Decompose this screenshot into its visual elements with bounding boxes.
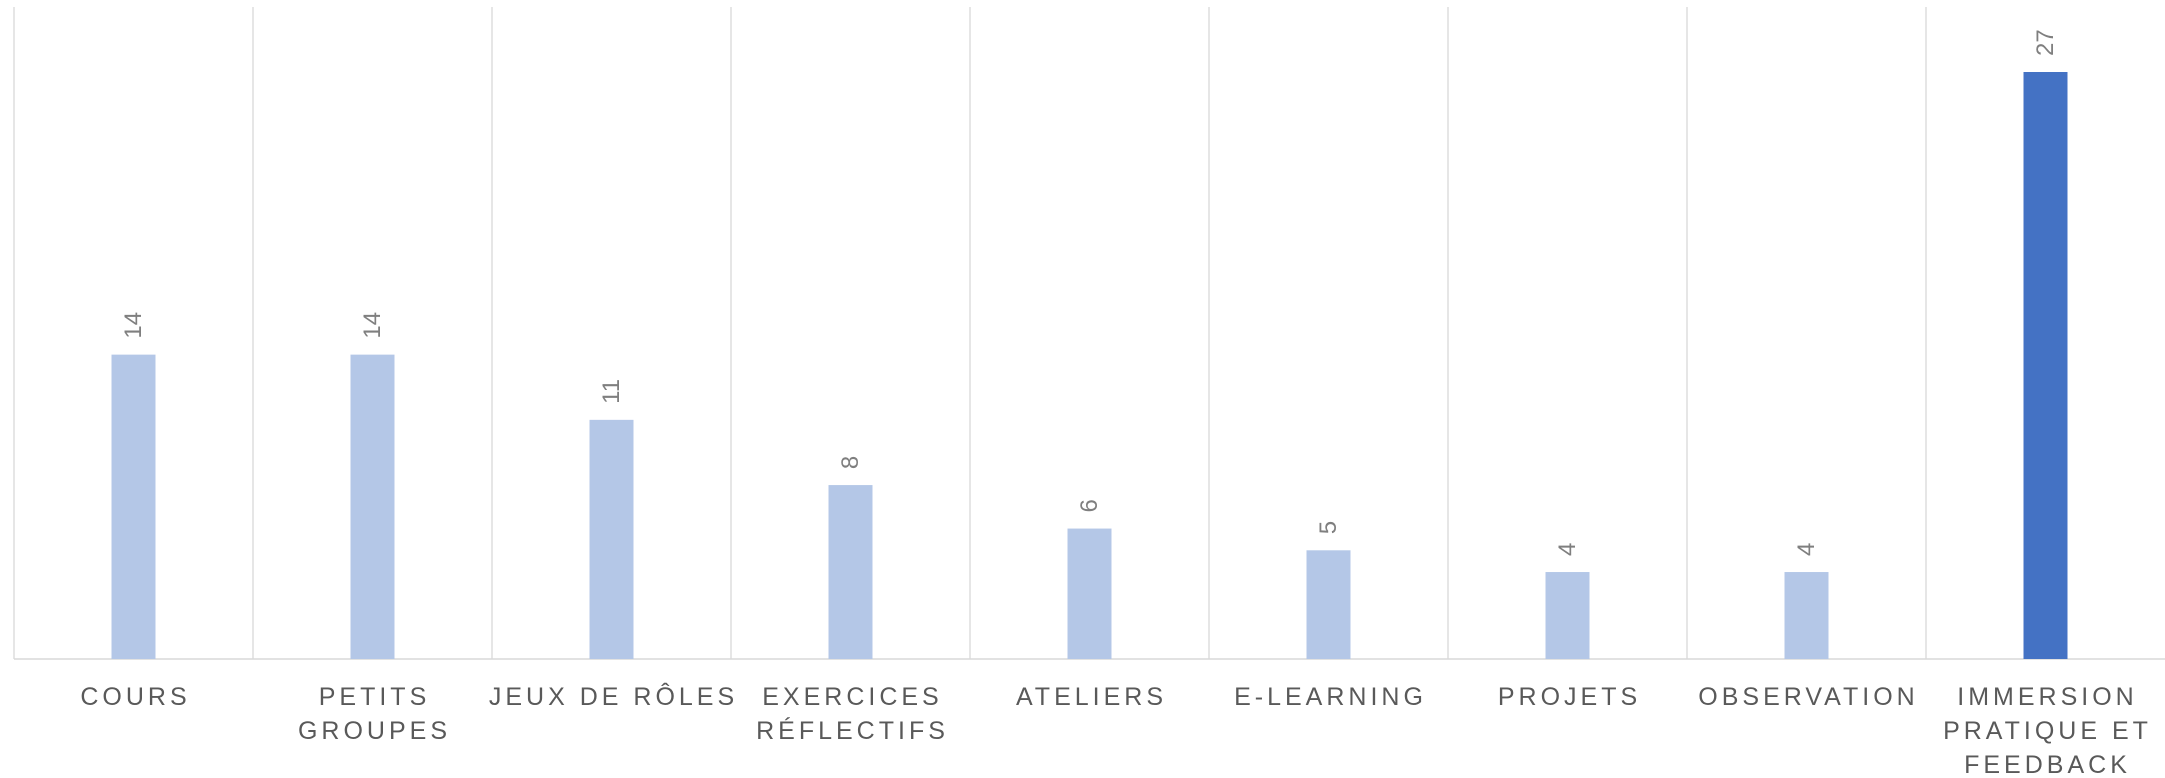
data-label: 5 <box>1315 521 1342 534</box>
category-label-line: IMMERSION <box>1957 683 2137 711</box>
category-label: OBSERVATION <box>1698 683 1918 711</box>
category-label-line: ATELIERS <box>1016 683 1167 711</box>
data-labels: 14 14 11 8 6 5 4 4 27 <box>120 29 2059 556</box>
category-label: E-LEARNING <box>1234 683 1427 711</box>
category-label: JEUX DE RÔLES <box>489 682 738 711</box>
category-label-line: JEUX DE RÔLES <box>489 682 738 711</box>
bar <box>111 354 156 659</box>
bar <box>589 419 634 659</box>
data-label: 14 <box>359 312 386 339</box>
data-label: 4 <box>1793 543 1820 556</box>
bar <box>1545 572 1590 659</box>
data-label: 8 <box>837 456 864 469</box>
data-label: 11 <box>598 379 625 404</box>
category-label-line: RÉFLECTIFS <box>756 716 949 745</box>
bar <box>1306 550 1351 659</box>
bar <box>350 354 395 659</box>
category-label: EXERCICES RÉFLECTIFS <box>756 683 949 745</box>
bar <box>2023 72 2068 659</box>
category-label: IMMERSION PRATIQUE ET FEEDBACK <box>1943 683 2152 778</box>
bar <box>828 485 873 659</box>
category-label: ATELIERS <box>1016 683 1167 711</box>
category-label: COURS <box>80 683 190 711</box>
category-label: PETITS GROUPES <box>298 683 451 745</box>
category-label-line: PRATIQUE ET <box>1943 717 2152 745</box>
bar <box>1784 572 1829 659</box>
category-label-line: PROJETS <box>1498 683 1641 711</box>
category-label-line: GROUPES <box>298 717 451 745</box>
category-label: PROJETS <box>1498 683 1641 711</box>
category-tick-labels: COURS PETITS GROUPES JEUX DE RÔLES EXERCICES… <box>80 682 2152 778</box>
category-label-line: FEEDBACK <box>1964 751 2131 778</box>
data-label: 27 <box>2032 29 2059 56</box>
bar <box>1067 528 1112 659</box>
bars <box>111 72 2068 659</box>
category-label-line: PETITS <box>319 683 431 711</box>
category-label-line: COURS <box>80 683 190 711</box>
category-label-line: EXERCICES <box>762 683 942 711</box>
category-label-line: OBSERVATION <box>1698 683 1918 711</box>
data-label: 6 <box>1076 499 1103 512</box>
data-label: 14 <box>120 312 147 339</box>
category-label-line: E-LEARNING <box>1234 683 1427 711</box>
data-label: 4 <box>1554 543 1581 556</box>
